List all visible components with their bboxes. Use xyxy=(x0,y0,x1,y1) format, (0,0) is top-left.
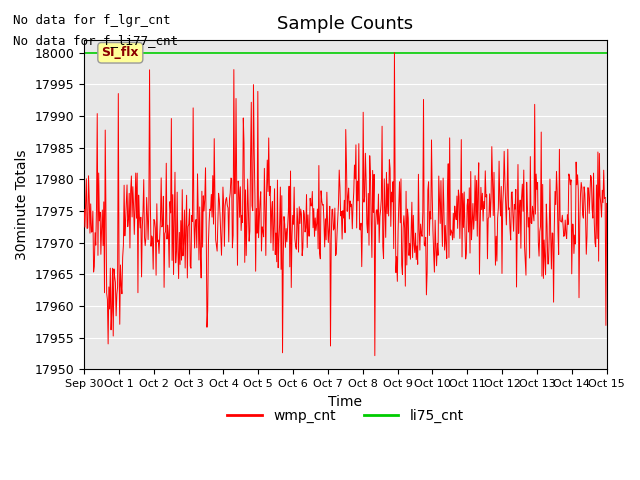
Text: No data for f_lgr_cnt: No data for f_lgr_cnt xyxy=(13,14,170,27)
Y-axis label: 30minute Totals: 30minute Totals xyxy=(15,149,29,260)
X-axis label: Time: Time xyxy=(328,395,362,408)
Text: No data for f_li77_cnt: No data for f_li77_cnt xyxy=(13,34,178,47)
Text: SI_flx: SI_flx xyxy=(102,46,139,59)
Title: Sample Counts: Sample Counts xyxy=(277,15,413,33)
Legend: wmp_cnt, li75_cnt: wmp_cnt, li75_cnt xyxy=(221,403,469,428)
